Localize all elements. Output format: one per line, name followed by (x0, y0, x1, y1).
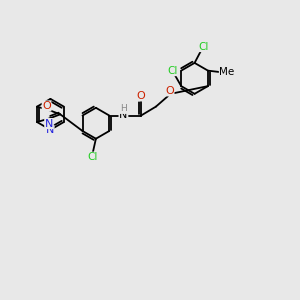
Text: O: O (165, 86, 174, 96)
Text: Cl: Cl (167, 66, 178, 76)
Text: H: H (120, 104, 127, 113)
Text: Cl: Cl (198, 42, 209, 52)
Text: N: N (46, 125, 54, 135)
Text: Cl: Cl (88, 152, 98, 162)
Text: O: O (137, 91, 146, 101)
Text: N: N (45, 118, 53, 128)
Text: O: O (42, 101, 51, 111)
Text: N: N (119, 110, 128, 120)
Text: Me: Me (219, 67, 235, 77)
